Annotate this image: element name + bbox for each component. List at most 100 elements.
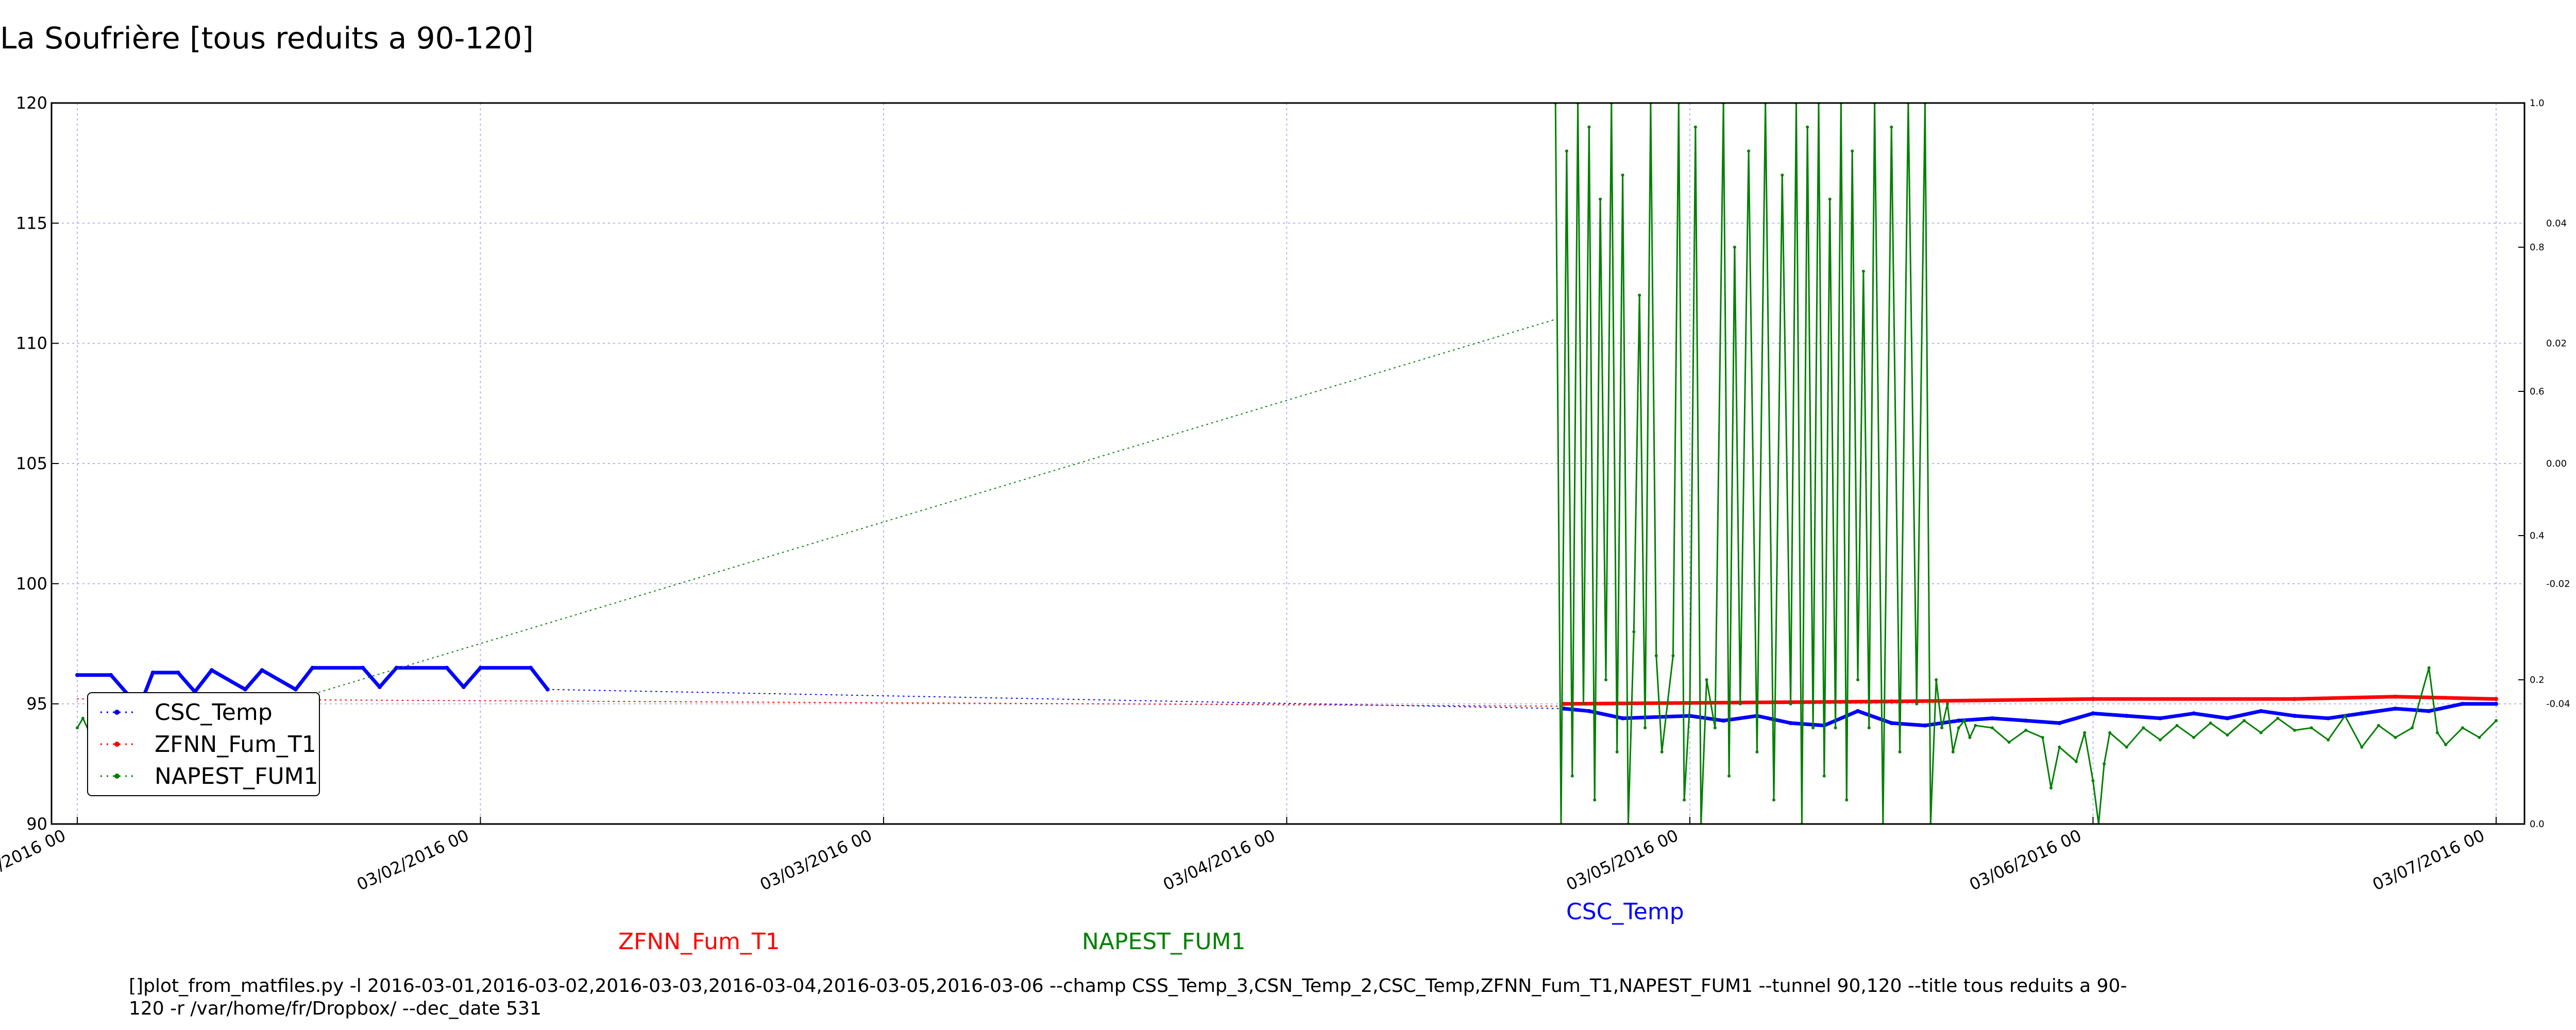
series-napest-fum1-point [2478,736,2481,739]
series-napest-fum1-point [1660,750,1664,753]
series-napest-fum1-point [2276,716,2280,720]
series-napest-fum1-point [2435,731,2439,734]
series-napest-fum1-point [2041,736,2044,739]
legend-label-napest: NAPEST_FUM1 [155,763,318,789]
legend-marker-csc [114,710,120,715]
series-csc-temp-point [2259,709,2263,713]
series-napest-fum1-point [2444,743,2448,746]
series-napest-fum1-point [1811,726,1815,730]
series-napest-fum1-point [1867,726,1871,730]
y-tick-label: 115 [16,213,47,233]
series-csc-temp-point [176,671,180,675]
series-napest-fum1-point [2083,731,2087,734]
series-csc-temp-point [394,665,399,670]
series-csc-temp-point [2494,701,2498,706]
series-napest-fum1-point [1851,149,1854,153]
series-csc-temp-point [2460,701,2465,706]
y-tick-label: 90 [26,814,47,834]
series-label-csc: CSC_Temp [1566,899,1684,925]
series-napest-fum1-point [1733,246,1736,249]
series-napest-fum1-point [1940,726,1944,730]
series-napest-fum1-point [1683,798,1686,802]
series-napest-fum1-point [1755,750,1759,753]
right-inner-tick-label: 0.00 [2546,458,2567,469]
series-napest-fum1-point [2259,731,2263,734]
series-napest-fum1-point [1666,702,1669,706]
series-napest-fum1-point [1587,125,1591,129]
series-napest-fum1-point [1638,294,1641,297]
series-zfnn-fum-t1-line [144,698,1565,707]
series-napest-fum1-point [1856,678,1859,681]
series-napest-fum1-point [1604,678,1607,681]
series-napest-fum1-point [1772,798,1775,802]
right-tick-label: 0.8 [2530,242,2545,253]
chart-title: La Soufrière [tous reduits a 90-120] [0,21,534,56]
legend-label-csc: CSC_Temp [155,699,273,726]
series-csc-temp-point [377,685,382,689]
series-napest-fum1-point [1806,125,1809,129]
right-tick-label: 0.6 [2530,386,2545,397]
series-napest-fum1-point [1861,269,1865,273]
series-csc-temp-point [209,668,214,673]
legend-box [87,692,320,796]
series-napest-fum1-point [1738,702,1742,706]
series-napest-fum1-point [1990,726,1994,730]
series-csc-temp-point [2057,721,2062,725]
x-tick-label: 03/06/2016 00 [1967,826,2084,895]
right-tick-label: 0.4 [2530,530,2545,541]
series-napest-fum1-point [1632,630,1636,633]
x-tick-label: 03/07/2016 00 [2369,826,2487,895]
series-napest-fum1-point [2310,726,2313,730]
series-napest-fum1-point [2158,738,2162,742]
x-tick-label: 03/02/2016 00 [354,826,472,895]
series-zfnn-fum-t1-line [1562,695,2498,706]
series-csc-temp-point [109,673,113,677]
series-napest-fum1-point [2411,726,2414,730]
series-csc-temp-point [1788,721,1793,725]
series-zfnn-fum-t1-point [2292,697,2297,701]
series-napest-fum1-point [1570,774,1574,778]
right-tick-label: 0.0 [2530,819,2545,830]
series-csc-temp-point [2360,711,2364,716]
series-csc-temp-line [75,666,550,696]
series-napest-fum1-point [2108,731,2112,734]
series-napest-fum1-point [1582,702,1585,706]
series-csc-temp-point [243,687,247,692]
series-csc-temp-point [1587,709,1591,713]
x-tick-label: 03/05/2016 00 [1563,826,1681,895]
series-napest-fum1-point [1621,174,1624,177]
right-inner-tick-label: 0.04 [2546,218,2567,229]
series-napest-fum1-point [1951,750,1955,753]
series-csc-temp-point [2393,707,2398,711]
series-csc-temp-point [75,673,79,677]
series-csc-temp-point [2158,716,2162,720]
right-inner-tick-label: -0.04 [2546,699,2570,710]
series-napest-fum1-point [2091,779,2095,782]
series-napest-fum1-point [2377,724,2380,727]
right-inner-tick-label: 0.02 [2546,338,2567,349]
series-napest-fum1-point [1615,750,1619,753]
series-napest-fum1-point [2360,745,2364,749]
right-tick-label: 0.2 [2530,675,2545,685]
series-napest-fum1-point [2209,722,2212,725]
series-napest-fum1-point [2495,719,2498,723]
series-napest-fum1-point [2049,786,2053,789]
series-zfnn-fum-t1-point [2393,694,2398,699]
series-zfnn-fum-t1-point [2091,697,2095,701]
series-napest-fum1-point [1565,149,1568,153]
y-tick-label: 100 [16,574,47,593]
series-napest-fum1-point [1890,125,1893,129]
series-napest-fum1-point [81,716,84,720]
axis-ticks: 90 95 100 105 110 115 120 03/01/2016 00 03/02/20… [0,93,2570,895]
series-napest-fum1-point [1828,197,1832,201]
series-napest-fum1-point [1789,702,1792,706]
series-layer [75,103,2498,824]
series-csc-temp-point [2192,711,2196,716]
series-csc-temp-point [2124,714,2129,718]
series-csc-temp-point [260,668,264,673]
series-napest-fum1-point [2242,719,2246,723]
series-zfnn-fum-t1-point [2494,697,2498,701]
series-csc-temp-point [2024,718,2028,723]
right-inner-tick-label: -0.02 [2546,578,2570,589]
series-napest-fum1-point [1693,125,1697,129]
